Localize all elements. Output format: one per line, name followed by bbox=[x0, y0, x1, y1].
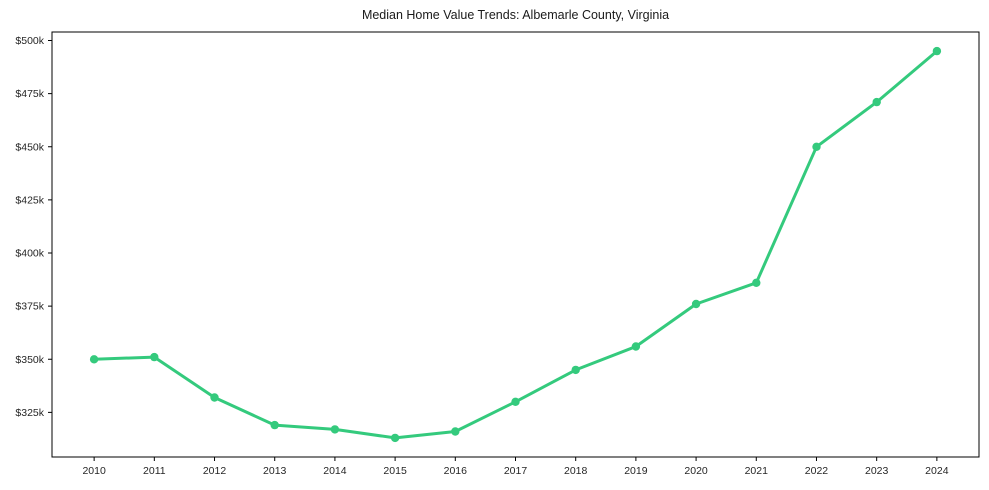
data-point-marker bbox=[330, 425, 340, 434]
data-point-marker bbox=[872, 97, 881, 107]
data-point-marker bbox=[390, 433, 400, 443]
trend-line bbox=[92, 49, 939, 440]
y-axis-tick-label: $425k bbox=[15, 194, 44, 206]
x-axis-tick-label: 2022 bbox=[805, 465, 829, 477]
data-point-marker bbox=[752, 278, 761, 287]
y-axis-tick-label: $350k bbox=[15, 354, 44, 366]
x-axis-tick-label: 2020 bbox=[684, 465, 708, 477]
x-axis-tick-label: 2012 bbox=[203, 465, 227, 477]
y-axis-tick-label: $375k bbox=[15, 301, 44, 313]
x-axis-tick-label: 2018 bbox=[564, 465, 588, 477]
data-point-marker bbox=[451, 427, 460, 436]
data-point-marker bbox=[571, 365, 580, 375]
x-axis-tick-label: 2021 bbox=[745, 465, 769, 477]
x-axis-tick-label: 2016 bbox=[444, 465, 468, 477]
data-point-marker bbox=[932, 46, 942, 56]
x-axis-tick-label: 2015 bbox=[383, 465, 407, 477]
x-axis-tick-label: 2014 bbox=[323, 465, 347, 477]
x-axis-tick-label: 2010 bbox=[82, 465, 106, 477]
y-axis-tick-label: $450k bbox=[15, 141, 44, 153]
x-axis-tick-label: 2011 bbox=[143, 465, 166, 477]
data-point-marker bbox=[691, 299, 701, 309]
chart-title: Median Home Value Trends: Albemarle Coun… bbox=[361, 8, 670, 22]
plot-frame bbox=[51, 31, 980, 458]
data-point-marker bbox=[270, 420, 279, 430]
y-axis-tick-label: $475k bbox=[15, 88, 44, 100]
data-point-marker bbox=[631, 342, 641, 351]
data-point-marker bbox=[511, 397, 520, 406]
data-point-marker bbox=[210, 393, 219, 402]
data-point-marker bbox=[812, 142, 821, 151]
x-axis-tick-label: 2017 bbox=[504, 465, 528, 477]
y-axis-tick-label: $400k bbox=[15, 248, 44, 260]
data-point-marker bbox=[150, 352, 159, 362]
y-axis-tick-label: $325k bbox=[15, 407, 44, 419]
x-axis-tick-label: 2013 bbox=[263, 465, 287, 477]
x-axis-tick-label: 2019 bbox=[624, 465, 648, 477]
y-axis-tick-label: $500k bbox=[15, 35, 44, 47]
x-axis-tick-label: 2024 bbox=[925, 465, 949, 477]
x-axis-tick-label: 2023 bbox=[865, 465, 889, 477]
data-point-marker bbox=[89, 355, 99, 364]
